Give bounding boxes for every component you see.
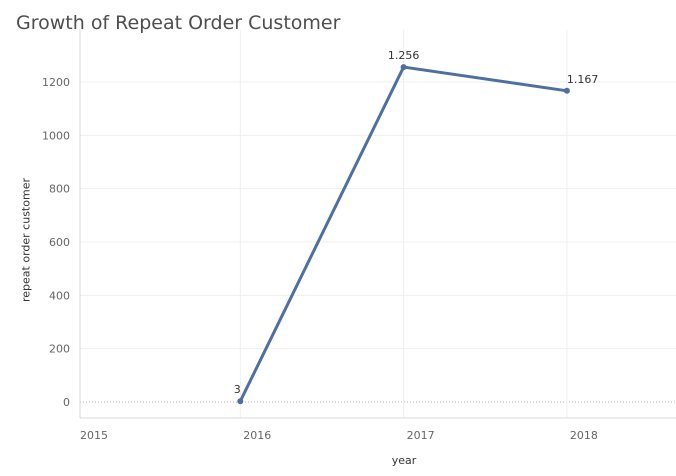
data-label: 1.167 xyxy=(567,73,599,86)
data-label: 3 xyxy=(234,383,241,396)
data-point xyxy=(400,64,407,71)
grid-lines xyxy=(80,30,676,418)
x-tick-labels: 2015 2016 2017 2018 xyxy=(80,429,598,442)
y-tick-label: 200 xyxy=(49,343,70,356)
y-tick-label: 800 xyxy=(49,183,70,196)
data-label: 1.256 xyxy=(388,49,420,62)
x-axis-label: year xyxy=(391,454,417,467)
x-tick-label: 2016 xyxy=(243,429,271,442)
data-point xyxy=(563,87,570,94)
series-layer xyxy=(237,64,570,405)
data-labels: 3 1.256 1.167 xyxy=(234,49,599,396)
x-tick-label: 2017 xyxy=(407,429,435,442)
x-tick-label: 2015 xyxy=(80,429,108,442)
data-point xyxy=(237,398,244,405)
axes xyxy=(79,30,676,419)
x-tick-label: 2018 xyxy=(570,429,598,442)
y-tick-labels: 0 200 400 600 800 1000 1200 xyxy=(42,76,70,409)
y-tick-label: 1200 xyxy=(42,76,70,89)
y-tick-label: 400 xyxy=(49,289,70,302)
chart-title: Growth of Repeat Order Customer xyxy=(16,12,341,34)
y-tick-label: 1000 xyxy=(42,129,70,142)
y-tick-label: 600 xyxy=(49,236,70,249)
y-tick-label: 0 xyxy=(63,396,70,409)
